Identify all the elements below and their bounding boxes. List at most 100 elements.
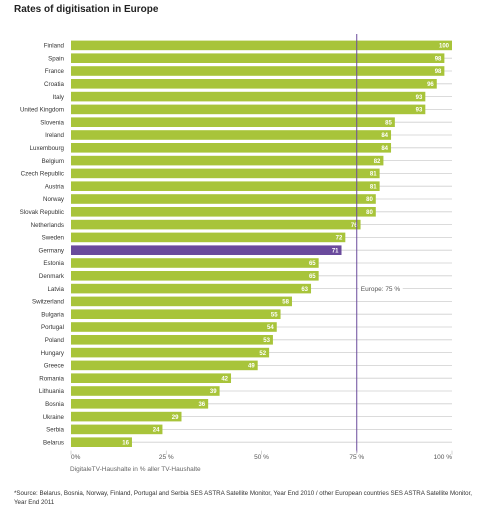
category-label: Slovenia [40,119,64,126]
bar [71,79,437,89]
bar [71,245,342,255]
category-label: Portugal [41,324,64,331]
bar [71,360,258,371]
value-label: 100 [439,44,450,50]
category-label: Ukraine [43,414,65,421]
value-label: 93 [416,95,423,101]
category-label: Norway [43,196,65,203]
value-label: 65 [309,261,316,267]
bar [71,232,346,243]
category-label: Croatia [44,81,65,88]
category-label: Romania [39,375,64,382]
category-label: Lithuania [39,388,65,395]
category-label: France [45,68,65,75]
bar [71,347,270,358]
bar [71,40,452,51]
bar [71,91,426,102]
category-label: Bulgaria [41,311,64,318]
bar [71,219,361,230]
value-label: 53 [263,338,270,344]
category-label: Hungary [41,350,65,357]
bar [71,283,312,294]
category-label: Finland [44,43,65,50]
value-label: 29 [172,415,179,421]
reference-label: Europe: 75 % [361,286,401,293]
value-label: 98 [435,56,442,62]
bar [71,258,319,268]
category-label: Denmark [39,273,65,280]
bar [71,335,273,345]
value-label: 72 [336,236,343,242]
value-label: 71 [332,248,339,254]
chart-title: Rates of digitisation in Europe [14,4,159,15]
bar [71,309,281,319]
value-label: 93 [416,108,423,114]
tick-label: 75 % [349,454,364,461]
value-label: 55 [271,312,278,318]
value-label: 82 [374,159,381,165]
bar [71,271,319,281]
value-label: 81 [370,172,377,178]
category-label: Bosnia [45,401,64,408]
x-axis-label: DigitaleTV-Haushalte in % aller TV-Haush… [70,466,201,473]
bar [71,155,384,166]
value-label: 49 [248,364,255,370]
tick-label: 50 % [254,454,269,461]
value-label: 16 [122,440,129,446]
category-label: Luxembourg [30,145,65,152]
bar [71,399,209,409]
bar [71,194,376,204]
category-label: Latvia [47,286,64,293]
category-label: United Kingdom [20,107,64,114]
category-label: Switzerland [32,299,65,306]
category-label: Serbia [46,427,64,434]
value-label: 42 [221,376,228,382]
bar [71,53,445,63]
bar-chart: Finland 100 Spain 98 France 98 Croatia 96 Italy 9… [20,34,453,461]
bar [71,322,277,332]
category-label: Spain [48,55,64,62]
bar [71,181,380,191]
bar [71,373,232,383]
value-label: 98 [435,69,442,75]
value-label: 63 [301,287,308,293]
bar [71,424,163,435]
bar [71,168,380,179]
category-label: Estonia [43,260,64,267]
category-label: Italy [53,94,65,101]
category-label: Greece [44,363,65,370]
category-label: Ireland [45,132,64,139]
value-label: 54 [267,325,274,331]
category-label: Poland [45,337,65,344]
tick-label: 25 % [159,454,174,461]
category-label: Sweden [42,235,65,242]
value-label: 84 [381,146,388,152]
category-label: Slovak Republic [20,209,64,216]
category-label: Austria [45,183,65,190]
value-label: 65 [309,274,316,280]
bar [71,66,445,76]
value-label: 52 [259,351,266,357]
category-label: Belarus [43,439,64,446]
category-label: Germany [39,247,65,254]
category-label: Belgium [42,158,64,165]
value-label: 85 [385,120,392,126]
bar [71,411,182,422]
bar [71,130,392,140]
value-label: 80 [366,210,373,216]
value-label: 24 [153,428,160,434]
bar [71,386,220,396]
value-label: 84 [381,133,388,139]
value-label: 39 [210,389,217,395]
category-label: Czech Republic [21,171,64,178]
category-label: Netherlands [31,222,64,229]
value-label: 81 [370,184,377,190]
value-label: 76 [351,223,358,229]
reference-line: Europe: 75 % [356,34,403,453]
tick-label: 0% [71,454,81,461]
bar [71,104,426,115]
footnote: *Source: Belarus, Bosnia, Norway, Finlan… [14,490,473,506]
bars: Finland 100 Spain 98 France 98 Croatia 96 Italy 9… [20,40,452,447]
value-label: 80 [366,197,373,203]
value-label: 36 [198,402,205,408]
